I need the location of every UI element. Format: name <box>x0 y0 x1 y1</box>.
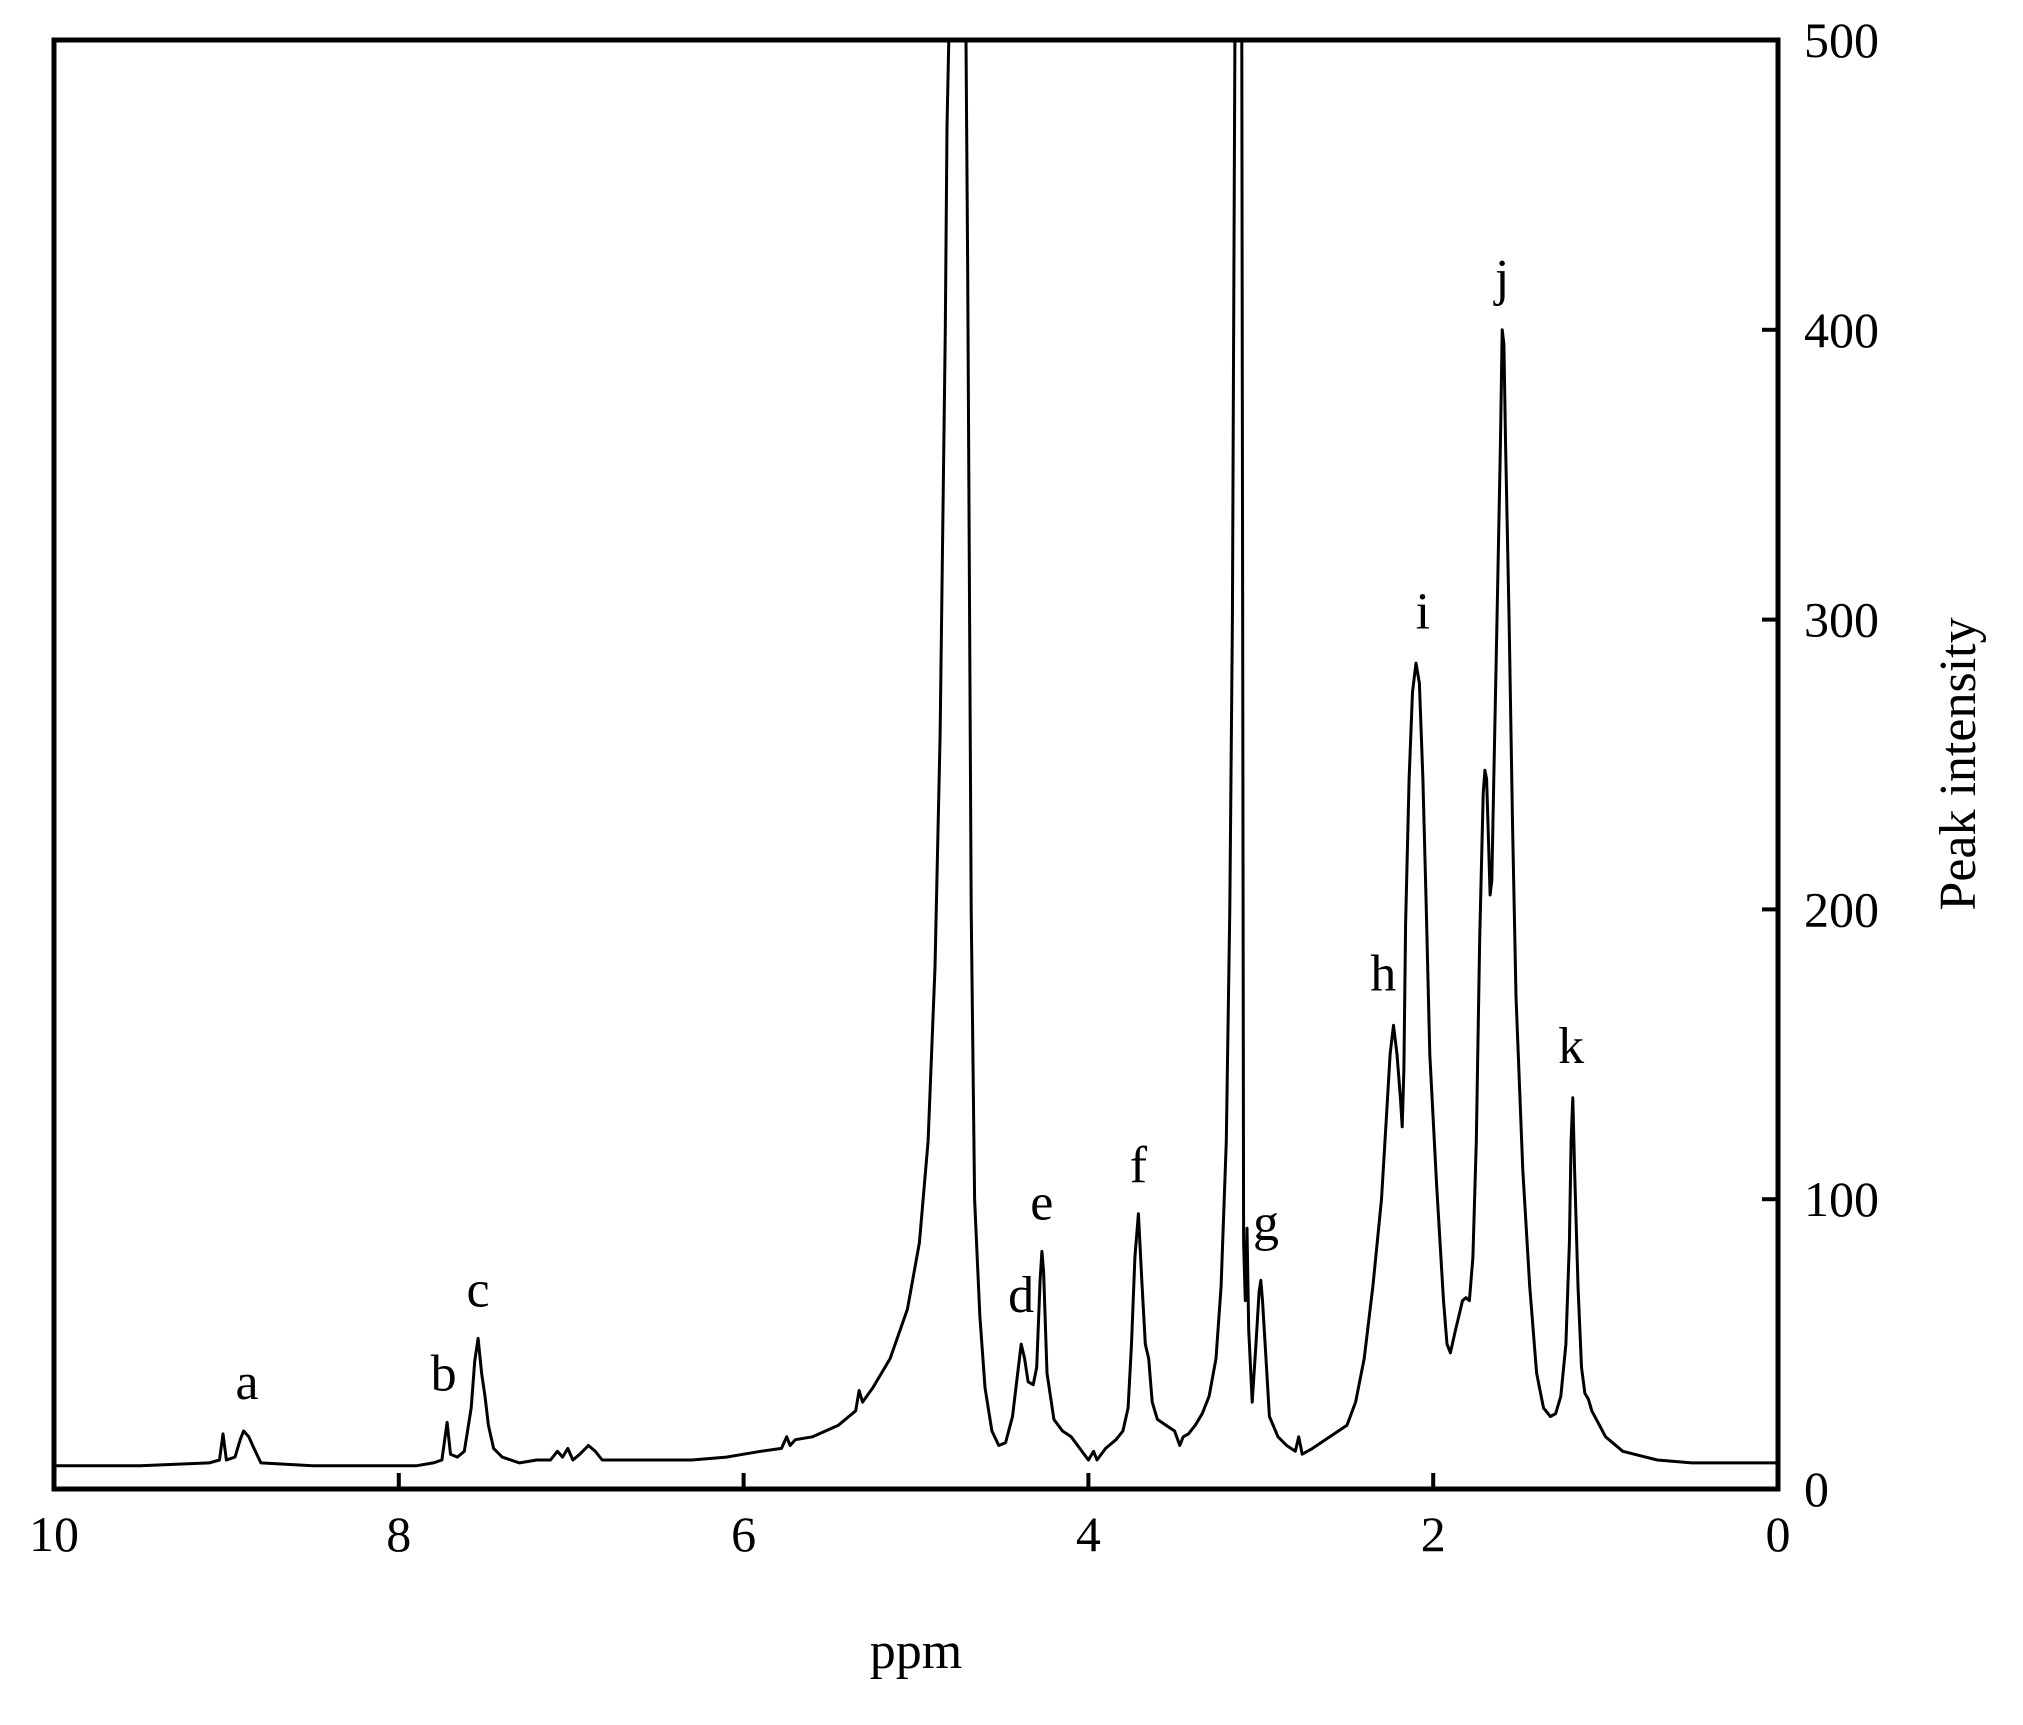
y-axis-title: Peak intensity <box>1930 617 1987 910</box>
plot-frame <box>51 37 1781 1492</box>
y-tick-label: 400 <box>1804 302 1879 358</box>
series-line-spectrum <box>54 40 1778 1468</box>
y-tick-label: 300 <box>1804 592 1879 648</box>
y-tick-label: 100 <box>1804 1171 1879 1227</box>
peak-labels: a bc de f g h i j k <box>236 250 1585 1411</box>
peak-label-h: h <box>1370 946 1396 1003</box>
peak-label-k: k <box>1558 1018 1584 1075</box>
y-tick-label: 0 <box>1804 1461 1829 1517</box>
peak-label-b: b <box>431 1345 457 1402</box>
y-tick-label: 200 <box>1804 881 1879 937</box>
peak-label-e: e <box>1030 1174 1053 1231</box>
peak-label-d: d <box>1008 1267 1034 1324</box>
x-axis-title: ppm <box>870 1623 962 1680</box>
peak-label-g: g <box>1253 1195 1279 1252</box>
x-tick-label: 8 <box>386 1506 411 1562</box>
peak-label-a: a <box>236 1354 259 1411</box>
x-tick-label: 2 <box>1421 1506 1446 1562</box>
y-axis-ticks: 0 100 200 300 400 500 <box>1762 12 1879 1517</box>
x-axis-ticks: 10 8 6 4 2 0 <box>29 1473 1791 1562</box>
x-tick-label: 10 <box>29 1506 79 1562</box>
peak-label-i: i <box>1416 583 1430 640</box>
x-tick-label: 4 <box>1076 1506 1101 1562</box>
peak-label-c: c <box>467 1261 490 1318</box>
x-tick-label: 0 <box>1766 1506 1791 1562</box>
x-tick-label: 6 <box>731 1506 756 1562</box>
y-tick-label: 500 <box>1804 12 1879 68</box>
peak-label-j: j <box>1493 250 1509 307</box>
peak-label-f: f <box>1130 1137 1148 1194</box>
